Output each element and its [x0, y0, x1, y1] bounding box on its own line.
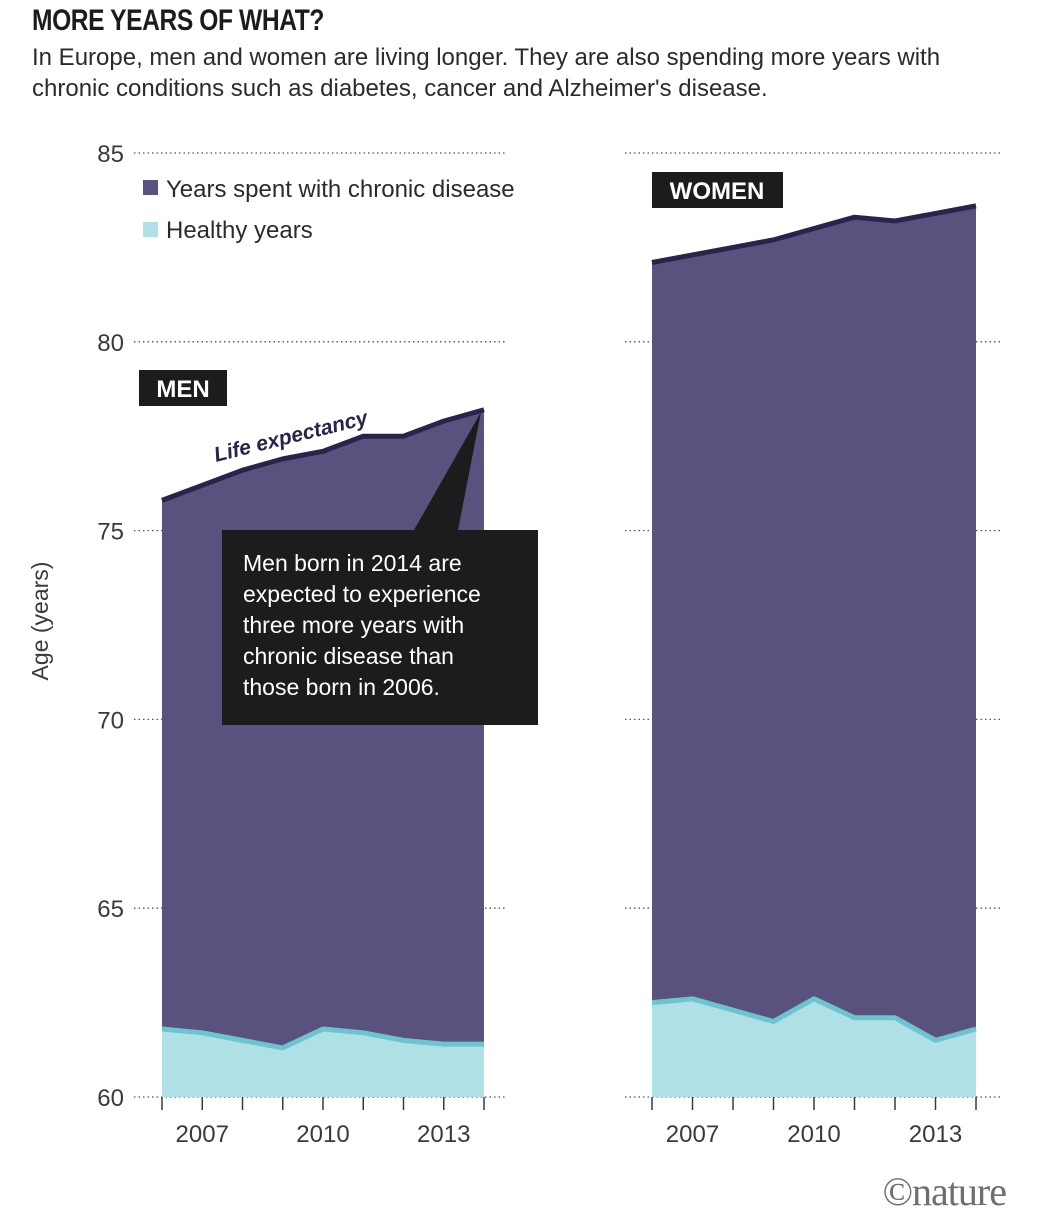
chart-subtitle: In Europe, men and women are living long…: [32, 44, 941, 102]
y-axis-label: Age (years): [27, 562, 53, 681]
y-tick-label-70: 70: [97, 707, 124, 734]
panel-label-men-text: MEN: [156, 376, 209, 403]
callout-box: [222, 530, 538, 725]
x-tick-label-women-2013: 2013: [909, 1121, 962, 1148]
legend: Years spent with chronic disease Healthy…: [143, 176, 515, 244]
callout-line-4: chronic disease than: [243, 643, 454, 669]
panel-label-women-bg: [652, 172, 783, 208]
x-tick-label-men-2010: 2010: [296, 1121, 349, 1148]
legend-swatch-healthy: [143, 222, 158, 237]
legend-swatch-chronic: [143, 180, 158, 195]
x-tick-label-men-2007: 2007: [176, 1121, 229, 1148]
callout-text: Men born in 2014 are expected to experie…: [243, 550, 487, 700]
x-tick-label-women-2010: 2010: [787, 1121, 840, 1148]
healthy-line-men: [161, 1026, 484, 1051]
axes: 60 65 70 75 80 85 2007 2010 2013 2007 2010 2013: [97, 141, 977, 1148]
legend-label-healthy: Healthy years: [166, 217, 313, 244]
annotations: Age (years) Years spent with chronic dis…: [27, 172, 783, 725]
y-tick-label-85: 85: [97, 141, 124, 168]
callout-line-1: Men born in 2014 are: [243, 550, 462, 576]
y-tick-label-80: 80: [97, 330, 124, 357]
y-tick-label-75: 75: [97, 519, 124, 546]
chronic-area-women: [652, 205, 976, 1041]
healthy-area-women: [652, 998, 976, 1097]
life-expectancy-line-men: [161, 407, 485, 503]
healthy-area-men: [162, 1029, 484, 1097]
legend-label-chronic: Years spent with chronic disease: [166, 176, 515, 203]
callout-line-2: expected to experience: [243, 581, 481, 607]
callout: Men born in 2014 are expected to experie…: [222, 412, 538, 725]
callout-pointer: [414, 412, 481, 530]
x-tick-label-men-2013: 2013: [417, 1121, 470, 1148]
panel-label-women-text: WOMEN: [670, 178, 765, 205]
life-expectancy-line-women: [651, 203, 977, 265]
callout-line-5: those born in 2006.: [243, 674, 440, 700]
panel-label-men: MEN: [139, 370, 227, 406]
y-tick-label-65: 65: [97, 896, 124, 923]
chart-title: MORE YEARS OF WHAT?: [32, 4, 324, 37]
callout-line-3: three more years with: [243, 612, 464, 638]
y-tick-label-60: 60: [97, 1085, 124, 1112]
panel-label-men-bg: [139, 370, 227, 406]
nature-logo: ©nature: [882, 1169, 1007, 1214]
x-tick-label-women-2007: 2007: [666, 1121, 719, 1148]
panel-label-women: WOMEN: [652, 172, 783, 208]
healthy-line-women: [651, 996, 977, 1043]
